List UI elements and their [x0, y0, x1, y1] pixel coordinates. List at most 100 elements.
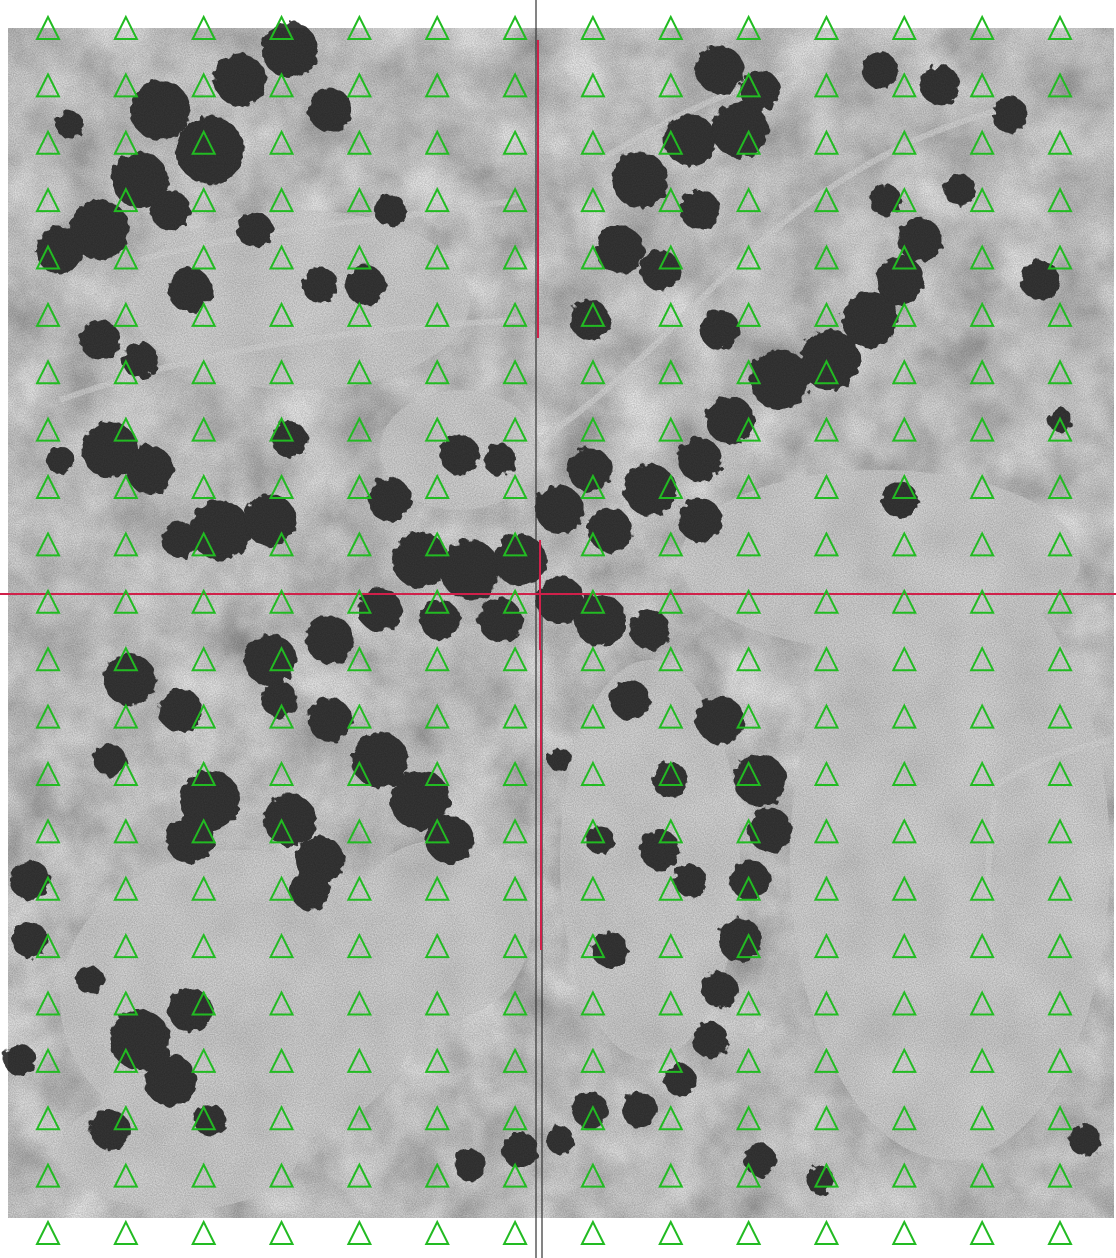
sample-point-marker: [735, 416, 762, 442]
sample-point-marker: [813, 818, 840, 844]
sample-point-marker: [735, 818, 762, 844]
sample-point-marker: [113, 244, 139, 270]
sample-point-marker: [424, 244, 450, 270]
sample-point-marker: [113, 990, 139, 1016]
sample-point-marker: [813, 473, 840, 500]
sample-point-marker: [113, 301, 139, 327]
sample-point-marker: [424, 1047, 450, 1073]
sample-point-marker: [191, 129, 217, 155]
sample-point-marker: [813, 416, 840, 442]
crosshair: [0, 40, 1116, 950]
sample-point-marker: [580, 588, 606, 614]
sample-point-marker: [658, 72, 684, 98]
sample-point-marker: [580, 1162, 606, 1188]
sample-point-marker: [658, 129, 684, 155]
sample-point-marker: [813, 760, 840, 786]
sample-point-marker: [1047, 932, 1073, 959]
sample-point-marker: [813, 932, 840, 959]
sample-point-marker: [580, 875, 606, 901]
sample-point-marker: [35, 1047, 61, 1073]
sample-point-marker: [1047, 645, 1073, 672]
sample-point-marker: [969, 703, 995, 729]
sample-point-marker: [1047, 760, 1073, 786]
sample-point-marker: [969, 359, 995, 385]
sample-point-marker: [268, 932, 295, 959]
sample-point-marker: [424, 14, 450, 40]
sample-point-marker: [658, 1105, 684, 1131]
sample-point-marker: [658, 932, 684, 959]
sample-point-marker: [35, 416, 61, 442]
sample-point-marker: [735, 531, 762, 557]
sample-point-marker: [735, 72, 762, 98]
sample-point-marker: [580, 72, 606, 98]
sample-point-marker: [191, 1105, 217, 1131]
sample-point-marker: [891, 416, 917, 442]
sample-point-marker: [658, 588, 684, 614]
sample-point-marker: [268, 1219, 295, 1245]
sample-point-marker: [735, 1047, 762, 1073]
sample-point-marker: [502, 14, 528, 40]
sample-point-marker: [424, 1105, 450, 1131]
sample-point-marker: [268, 14, 295, 40]
sample-point-marker: [268, 1105, 295, 1131]
sample-point-marker: [891, 186, 917, 213]
sample-point-marker: [502, 416, 528, 442]
sample-point-marker: [191, 588, 217, 614]
sample-point-marker: [424, 703, 450, 729]
sample-point-marker: [191, 301, 217, 327]
sample-point-marker: [35, 760, 61, 786]
sample-point-marker: [191, 1047, 217, 1073]
sample-point-marker: [813, 875, 840, 901]
sample-point-marker: [580, 760, 606, 786]
sample-point-marker: [502, 932, 528, 959]
sample-point-marker: [658, 473, 684, 500]
sample-point-marker: [735, 588, 762, 614]
sample-point-marker: [502, 1219, 528, 1245]
sample-point-marker: [191, 186, 217, 213]
sample-point-marker: [969, 186, 995, 213]
sample-point-marker: [1047, 244, 1073, 270]
sample-point-grid: [35, 14, 1073, 1245]
sample-point-marker: [191, 645, 217, 672]
sample-point-marker: [891, 588, 917, 614]
sample-point-marker: [113, 1105, 139, 1131]
sample-point-marker: [424, 1219, 450, 1245]
sample-point-marker: [813, 588, 840, 614]
sample-point-marker: [580, 645, 606, 672]
sample-point-marker: [1047, 588, 1073, 614]
sample-point-marker: [268, 301, 295, 327]
sample-point-marker: [735, 932, 762, 959]
sample-point-marker: [658, 645, 684, 672]
sample-point-marker: [113, 129, 139, 155]
sample-point-marker: [891, 359, 917, 385]
sample-point-marker: [813, 14, 840, 40]
sample-point-marker: [658, 244, 684, 270]
sample-point-marker: [35, 244, 61, 270]
sample-point-marker: [969, 990, 995, 1016]
sample-point-marker: [658, 416, 684, 442]
sample-point-marker: [268, 244, 295, 270]
sample-point-marker: [191, 1162, 217, 1188]
sample-point-marker: [658, 990, 684, 1016]
sample-point-marker: [1047, 1105, 1073, 1131]
sample-point-marker: [502, 129, 528, 155]
sample-point-marker: [35, 531, 61, 557]
sample-point-marker: [268, 1047, 295, 1073]
sample-point-marker: [35, 703, 61, 729]
sample-point-marker: [735, 1105, 762, 1131]
sample-point-marker: [969, 1162, 995, 1188]
sample-point-marker: [35, 14, 61, 40]
sample-point-marker: [813, 186, 840, 213]
sample-point-marker: [502, 588, 528, 614]
sample-point-marker: [346, 818, 373, 844]
sample-point-marker: [1047, 473, 1073, 500]
sample-point-marker: [813, 129, 840, 155]
sample-point-marker: [35, 932, 61, 959]
sample-point-marker: [658, 760, 684, 786]
sample-point-marker: [113, 875, 139, 901]
sample-point-marker: [813, 301, 840, 327]
sample-point-marker: [969, 760, 995, 786]
sample-point-marker: [735, 359, 762, 385]
sample-point-marker: [813, 1047, 840, 1073]
sample-point-marker: [502, 301, 528, 327]
